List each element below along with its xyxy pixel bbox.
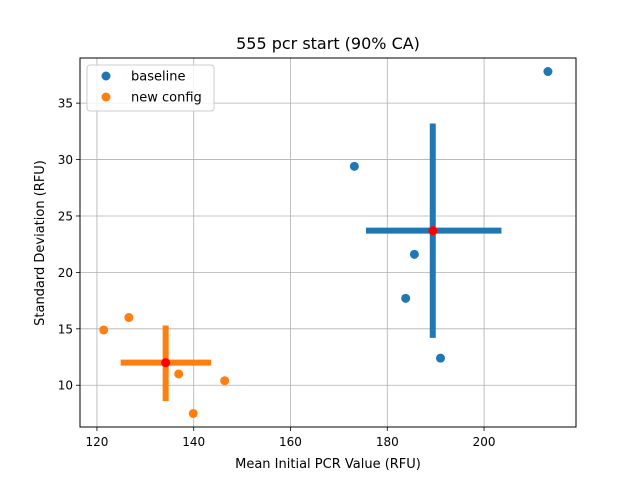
x-tick-label: 160: [279, 435, 302, 449]
data-point: [188, 408, 198, 418]
y-tick-label: 20: [58, 266, 73, 280]
data-point: [174, 369, 184, 379]
y-tick-label: 30: [58, 153, 73, 167]
legend-marker: [101, 92, 111, 102]
data-point: [99, 325, 109, 335]
y-tick-label: 10: [58, 379, 73, 393]
data-point: [220, 376, 230, 386]
data-point: [436, 353, 446, 363]
chart-title: 555 pcr start (90% CA): [236, 34, 420, 53]
center-point: [161, 358, 171, 368]
center-point: [428, 226, 438, 236]
x-tick-label: 120: [85, 435, 108, 449]
y-tick-label: 35: [58, 97, 73, 111]
legend-box: [86, 64, 215, 112]
y-tick-label: 15: [58, 322, 73, 336]
data-point: [409, 249, 419, 259]
data-point: [349, 161, 359, 171]
legend-label: new config: [131, 91, 202, 106]
points-layer: [99, 67, 553, 418]
y-axis-label: Standard Deviation (RFU): [33, 160, 48, 326]
plot-frame: [79, 57, 577, 428]
y-tick-label: 25: [58, 209, 73, 223]
data-point: [124, 313, 134, 323]
x-tick-label: 140: [182, 435, 205, 449]
legend-label: baseline: [131, 70, 185, 85]
data-point: [401, 293, 411, 303]
ticks-layer: 120 140 160 180 200 10 15 20 25 30 35: [58, 97, 496, 449]
x-tick-label: 200: [473, 435, 496, 449]
data-point: [543, 67, 553, 77]
legend-marker: [101, 71, 111, 81]
grid-layer: [80, 58, 576, 427]
x-tick-label: 180: [376, 435, 399, 449]
x-axis-label: Mean Initial PCR Value (RFU): [235, 457, 421, 472]
legend: baseline new config: [86, 64, 215, 112]
